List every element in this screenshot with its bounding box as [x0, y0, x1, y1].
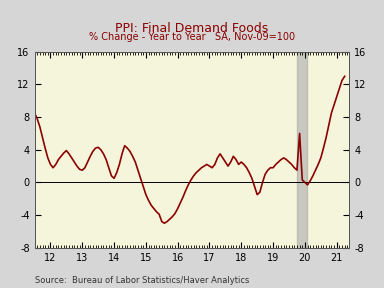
Text: % Change - Year to Year   SA, Nov-09=100: % Change - Year to Year SA, Nov-09=100 [89, 32, 295, 42]
Text: Source:  Bureau of Labor Statistics/Haver Analytics: Source: Bureau of Labor Statistics/Haver… [35, 276, 249, 285]
Bar [297, 52, 308, 248]
Title: PPI: Final Demand Foods: PPI: Final Demand Foods [115, 22, 269, 35]
